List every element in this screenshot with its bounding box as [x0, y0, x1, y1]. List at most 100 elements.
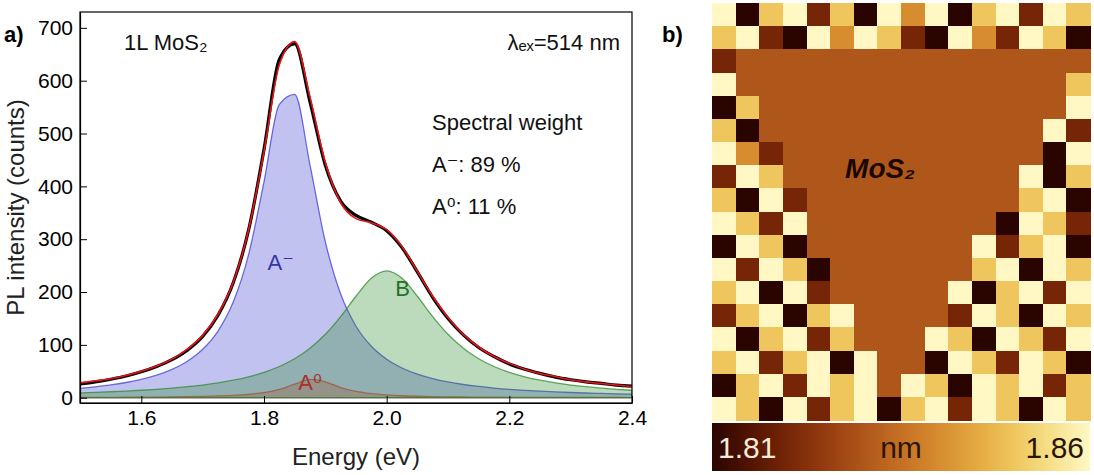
- y-tick-mark: [80, 239, 87, 240]
- map-cell: [996, 49, 1020, 73]
- map-cell: [948, 49, 972, 73]
- map-cell: [877, 3, 901, 27]
- map-cell: [783, 188, 807, 212]
- map-cell: [759, 397, 783, 421]
- y-tick: 0: [61, 386, 87, 409]
- map-cell: [901, 188, 925, 212]
- map-cell: [854, 281, 878, 305]
- map-cell: [925, 188, 949, 212]
- map-cell: [759, 3, 783, 27]
- map-cell: [807, 73, 831, 97]
- map-cell: [759, 119, 783, 143]
- map-cell: [712, 188, 736, 212]
- map-cell: [759, 351, 783, 375]
- map-cell: [877, 351, 901, 375]
- x-tick-label: 2.0: [373, 406, 402, 429]
- map-cell: [830, 188, 854, 212]
- map-cell: [736, 26, 760, 50]
- map-cell: [1019, 281, 1043, 305]
- map-cell: [736, 49, 760, 73]
- map-cell: [948, 351, 972, 375]
- map-cell: [901, 374, 925, 398]
- map-cell: [1019, 165, 1043, 189]
- map-cell: [1066, 304, 1090, 328]
- map-cell: [783, 304, 807, 328]
- map-cell: [1043, 3, 1067, 27]
- map-cell: [1066, 281, 1090, 305]
- map-cell: [1043, 327, 1067, 351]
- map-cell: [877, 258, 901, 282]
- map-cell: [783, 165, 807, 189]
- map-cell: [925, 397, 949, 421]
- map-cell: [948, 3, 972, 27]
- map-cell: [759, 73, 783, 97]
- y-tick: 500: [38, 122, 87, 145]
- map-cell: [712, 96, 736, 120]
- map-cell: [1019, 3, 1043, 27]
- map-cell: [996, 3, 1020, 27]
- map-cell: [1066, 374, 1090, 398]
- map-cell: [925, 212, 949, 236]
- map-cell: [996, 235, 1020, 259]
- map-cell: [712, 351, 736, 375]
- map-cell: [712, 327, 736, 351]
- map-cell: [1066, 49, 1090, 73]
- map-cell: [854, 3, 878, 27]
- map-cell: [807, 351, 831, 375]
- map-cell: [1019, 212, 1043, 236]
- y-tick-label: 300: [38, 227, 73, 250]
- map-cell: [996, 165, 1020, 189]
- map-cell: [972, 165, 996, 189]
- map-cell: [1066, 258, 1090, 282]
- map-cell: [783, 142, 807, 166]
- map-cell: [925, 165, 949, 189]
- map-cell: [854, 96, 878, 120]
- map-cell: [807, 327, 831, 351]
- map-cell: [830, 119, 854, 143]
- x-tick-label: 1.8: [250, 406, 279, 429]
- x-tick: 1.8: [250, 396, 279, 429]
- panel-label: b): [662, 22, 683, 47]
- y-tick: 700: [38, 16, 87, 39]
- map-cell: [759, 281, 783, 305]
- map-cell: [830, 212, 854, 236]
- map-cell: [1043, 212, 1067, 236]
- map-cell: [1043, 73, 1067, 97]
- map-cell: [948, 374, 972, 398]
- map-cell: [736, 142, 760, 166]
- map-cell: [996, 327, 1020, 351]
- map-cell: [877, 327, 901, 351]
- x-tick-label: 2.2: [495, 406, 524, 429]
- map-cell: [759, 49, 783, 73]
- map-cell: [972, 119, 996, 143]
- map-cell: [901, 327, 925, 351]
- map-cell: [783, 374, 807, 398]
- map-cell: [877, 119, 901, 143]
- map-cell: [1019, 26, 1043, 50]
- map-cell: [1043, 281, 1067, 305]
- map-cell: [712, 26, 736, 50]
- map-cell: [925, 304, 949, 328]
- map-cell: [925, 49, 949, 73]
- map-cell: [1043, 304, 1067, 328]
- map-cell: [783, 73, 807, 97]
- y-tick: 600: [38, 69, 87, 92]
- y-tick-label: 700: [38, 16, 73, 39]
- map-cell: [925, 73, 949, 97]
- map-cell: [972, 281, 996, 305]
- map-cell: [736, 235, 760, 259]
- panel-b: b)MoS₂1.811.86nm: [662, 3, 1091, 471]
- map-cell: [972, 142, 996, 166]
- y-axis-line: [80, 13, 81, 404]
- map-cell: [807, 96, 831, 120]
- map-cell: [996, 142, 1020, 166]
- map-cell: [948, 235, 972, 259]
- color-bar-unit: nm: [880, 431, 922, 464]
- map-cell: [948, 397, 972, 421]
- map-cell: [1019, 351, 1043, 375]
- map-cell: [877, 73, 901, 97]
- map-cell: [925, 96, 949, 120]
- map-cell: [736, 281, 760, 305]
- map-cell: [996, 119, 1020, 143]
- map-cell: [972, 374, 996, 398]
